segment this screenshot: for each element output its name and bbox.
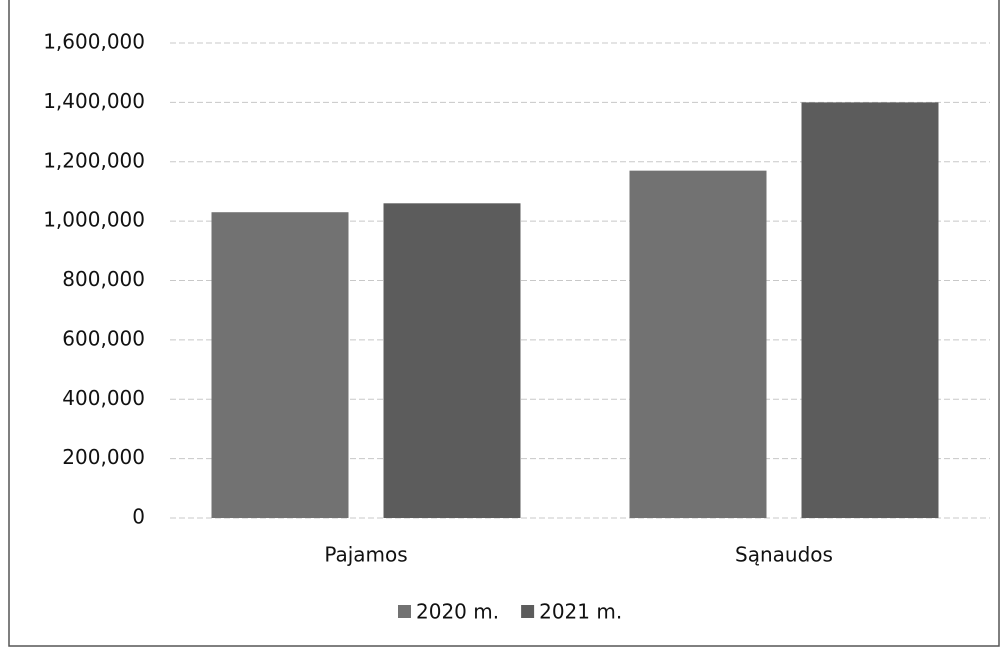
y-tick-label: 600,000 xyxy=(62,326,145,350)
y-tick-label: 1,600,000 xyxy=(43,30,145,54)
y-tick-label: 0 xyxy=(132,505,145,529)
x-tick-label: Pajamos xyxy=(324,543,407,567)
x-tick-label: Sąnaudos xyxy=(735,543,833,567)
y-tick-label: 1,000,000 xyxy=(43,208,145,232)
y-tick-label: 200,000 xyxy=(62,445,145,469)
bar xyxy=(383,203,521,518)
bar xyxy=(801,102,939,518)
y-tick-label: 400,000 xyxy=(62,386,145,410)
y-tick-label: 1,400,000 xyxy=(43,89,145,113)
y-tick-label: 1,200,000 xyxy=(43,148,145,172)
legend-label: 2021 m. xyxy=(539,600,622,624)
legend-label: 2020 m. xyxy=(416,600,499,624)
chart-border xyxy=(8,0,1000,647)
y-tick-label: 800,000 xyxy=(62,267,145,291)
legend-swatch xyxy=(521,605,535,618)
legend-swatch xyxy=(398,605,411,618)
bar xyxy=(211,212,349,518)
bar xyxy=(629,170,767,518)
